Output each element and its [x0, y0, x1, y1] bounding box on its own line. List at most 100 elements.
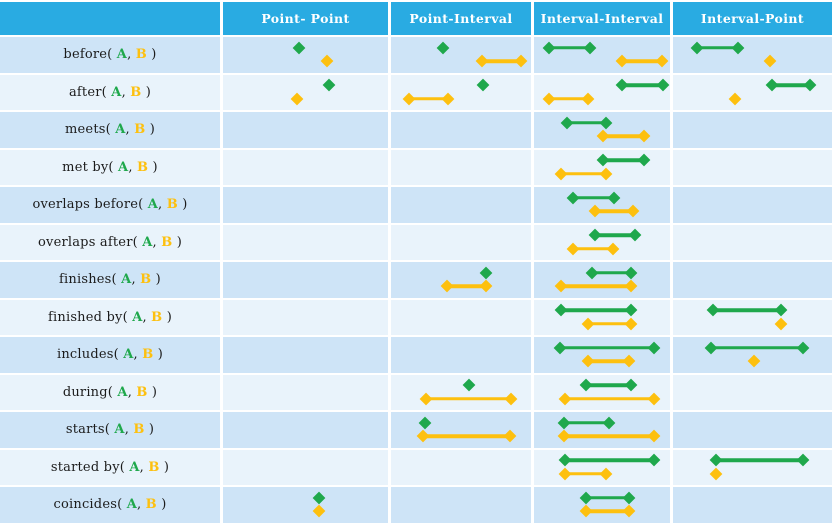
- label-a: A: [116, 47, 128, 63]
- a-point-marker: [322, 78, 335, 92]
- a-interval-endpoint-marker: [624, 378, 637, 392]
- a-interval-endpoint-marker: [602, 416, 616, 430]
- b-interval-endpoint-marker: [622, 354, 636, 368]
- label-close: ): [151, 272, 161, 288]
- b-interval-endpoint-marker: [616, 54, 629, 68]
- b-interval-endpoint-marker: [647, 392, 661, 405]
- b-interval-endpoint-marker: [599, 167, 613, 180]
- b-interval-endpoint-marker: [599, 467, 613, 480]
- row-label-started-by: started by( A, B ): [0, 449, 220, 485]
- a-interval-endpoint-marker: [647, 341, 661, 355]
- b-interval-line: [548, 96, 589, 101]
- b-interval-endpoint-marker: [558, 392, 572, 405]
- row-label-meets: meets( A, B ): [0, 112, 220, 148]
- a-interval-endpoint-marker: [586, 266, 599, 280]
- cell-starts-pp: [223, 412, 388, 448]
- label-name: includes(: [56, 347, 124, 363]
- cell-after-pp: [223, 74, 388, 110]
- label-close: ): [153, 347, 163, 363]
- cell-finishes-pp: [223, 262, 388, 298]
- a-interval-endpoint-marker: [542, 41, 556, 55]
- b-point-marker: [709, 467, 723, 480]
- label-comma: ,: [133, 347, 143, 363]
- label-comma: ,: [142, 309, 152, 325]
- a-interval-endpoint-marker: [616, 78, 629, 92]
- label-comma: ,: [127, 384, 137, 400]
- a-interval-endpoint-marker: [567, 191, 580, 205]
- cell-met-by-ii: [534, 149, 670, 185]
- label-a: A: [114, 422, 125, 438]
- b-interval-endpoint-marker: [622, 504, 636, 518]
- a-interval-endpoint-marker: [656, 78, 670, 92]
- b-interval-endpoint-marker: [624, 317, 637, 330]
- label-name: overlaps after(: [38, 234, 143, 250]
- cell-overlaps-before-pp: [223, 187, 388, 223]
- label-close: ): [177, 197, 188, 213]
- label-name: met by(: [62, 159, 119, 175]
- cell-during-ii: [534, 374, 670, 410]
- b-interval-endpoint-marker: [419, 392, 433, 405]
- cell-meets-pi: [391, 112, 531, 148]
- row-label-starts: starts( A, B ): [0, 412, 220, 448]
- label-name: meets(: [65, 122, 116, 138]
- cell-during-pp: [223, 374, 388, 410]
- label-comma: ,: [125, 122, 135, 138]
- a-interval-line: [563, 420, 609, 425]
- b-interval-endpoint-marker: [606, 242, 620, 255]
- label-close: ): [145, 122, 155, 138]
- label-close: ): [156, 497, 167, 513]
- label-close: ): [146, 47, 157, 63]
- cell-after-ip: [673, 74, 832, 110]
- cell-before-pp: [223, 37, 388, 73]
- a-interval-endpoint-marker: [557, 416, 571, 430]
- cell-met-by-pp: [223, 149, 388, 185]
- row-label-finished-by: finished by( A, B ): [0, 299, 220, 335]
- header-cell-interval-interval: Interval-Interval: [534, 2, 670, 35]
- b-interval-endpoint-marker: [514, 54, 528, 68]
- cell-coincides-ip: [673, 487, 832, 523]
- a-interval-endpoint-marker: [731, 41, 745, 55]
- b-interval-endpoint-marker: [588, 204, 602, 218]
- a-interval-line: [595, 233, 635, 237]
- a-interval-endpoint-marker: [624, 303, 637, 317]
- cell-includes-pp: [223, 337, 388, 373]
- a-point-marker: [292, 41, 306, 55]
- b-interval-endpoint-marker: [442, 92, 455, 105]
- a-interval-line: [771, 83, 810, 87]
- label-close: ): [159, 459, 170, 475]
- a-interval-endpoint-marker: [607, 191, 621, 205]
- b-interval-endpoint-marker: [440, 279, 454, 293]
- row-label-met-by: met by( A, B ): [0, 149, 220, 185]
- cell-overlaps-before-ii: [534, 187, 670, 223]
- b-point-marker: [774, 317, 788, 330]
- a-interval-endpoint-marker: [599, 116, 613, 130]
- a-interval-line: [715, 458, 804, 462]
- label-name: started by(: [50, 459, 130, 475]
- cell-met-by-pi: [391, 149, 531, 185]
- label-comma: ,: [127, 47, 136, 63]
- cell-starts-pi: [391, 412, 531, 448]
- a-interval-endpoint-marker: [579, 378, 593, 392]
- a-interval-endpoint-marker: [765, 78, 778, 92]
- cell-meets-pp: [223, 112, 388, 148]
- b-interval-endpoint-marker: [624, 279, 637, 293]
- a-interval-line: [585, 495, 630, 500]
- label-b: B: [148, 459, 160, 475]
- cell-during-ip: [673, 374, 832, 410]
- a-interval-endpoint-marker: [624, 266, 637, 280]
- label-name: during(: [62, 384, 118, 400]
- header-cell-interval-point: Interval-Point: [673, 2, 832, 35]
- b-point-marker: [747, 354, 761, 368]
- cell-overlaps-before-ip: [673, 187, 832, 223]
- b-interval-endpoint-marker: [647, 429, 661, 443]
- b-interval-line: [573, 246, 613, 251]
- header-cell-labels: [0, 2, 220, 35]
- label-comma: ,: [124, 422, 134, 438]
- cell-includes-ii: [534, 337, 670, 373]
- a-interval-endpoint-marker: [560, 116, 573, 130]
- cell-finishes-ip: [673, 262, 832, 298]
- b-point-marker: [312, 504, 326, 518]
- b-interval-line: [482, 59, 522, 63]
- label-close: ): [144, 422, 155, 438]
- b-interval-endpoint-marker: [554, 167, 568, 180]
